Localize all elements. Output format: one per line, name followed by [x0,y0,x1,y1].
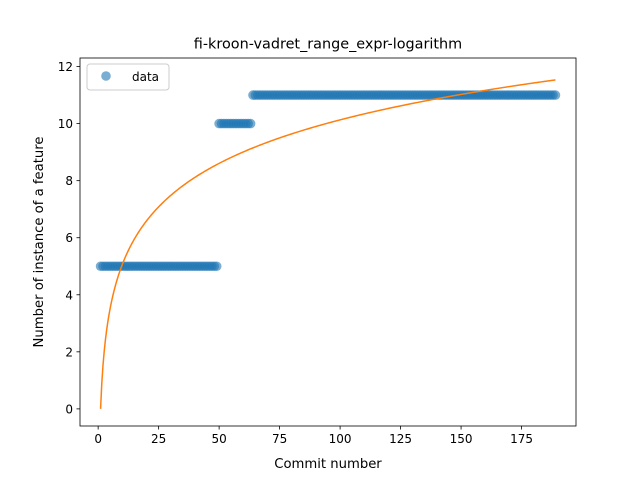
x-tick-label: 25 [151,432,166,446]
fit-line [99,79,556,409]
y-tick-label: 10 [58,117,73,131]
legend-label-data: data [132,70,159,84]
data-point [245,118,256,129]
plot-area [80,58,576,426]
chart-title: fi-kroon-vadret_range_expr-logarithm [194,37,462,53]
axes: 0 25 50 75 100 125 150 175 0 2 4 6 8 10 12 [58,57,577,446]
x-tick-label: 125 [389,432,412,446]
x-axis-label: Commit number [274,457,382,472]
x-tick-label: 150 [450,432,473,446]
x-tick-label: 0 [94,432,102,446]
y-axis-label: Number of instance of a feature [32,137,47,348]
legend-box [86,63,170,91]
y-tick-label: 4 [65,288,73,302]
legend: data [86,63,170,91]
plot-background [80,58,576,426]
x-tick-label: 100 [329,432,352,446]
data-point [211,261,222,272]
legend-marker-data [101,71,111,81]
axes-frame [79,57,577,427]
x-tick-label: 75 [272,432,287,446]
data-point [550,90,561,100]
x-tick-label: 175 [510,432,533,446]
y-tick-label: 6 [65,231,73,245]
y-tick-label: 2 [65,345,73,359]
y-tick-label: 12 [58,60,73,74]
y-tick-label: 0 [65,402,73,416]
y-tick-label: 8 [65,174,73,188]
x-tick-label: 50 [211,432,226,446]
